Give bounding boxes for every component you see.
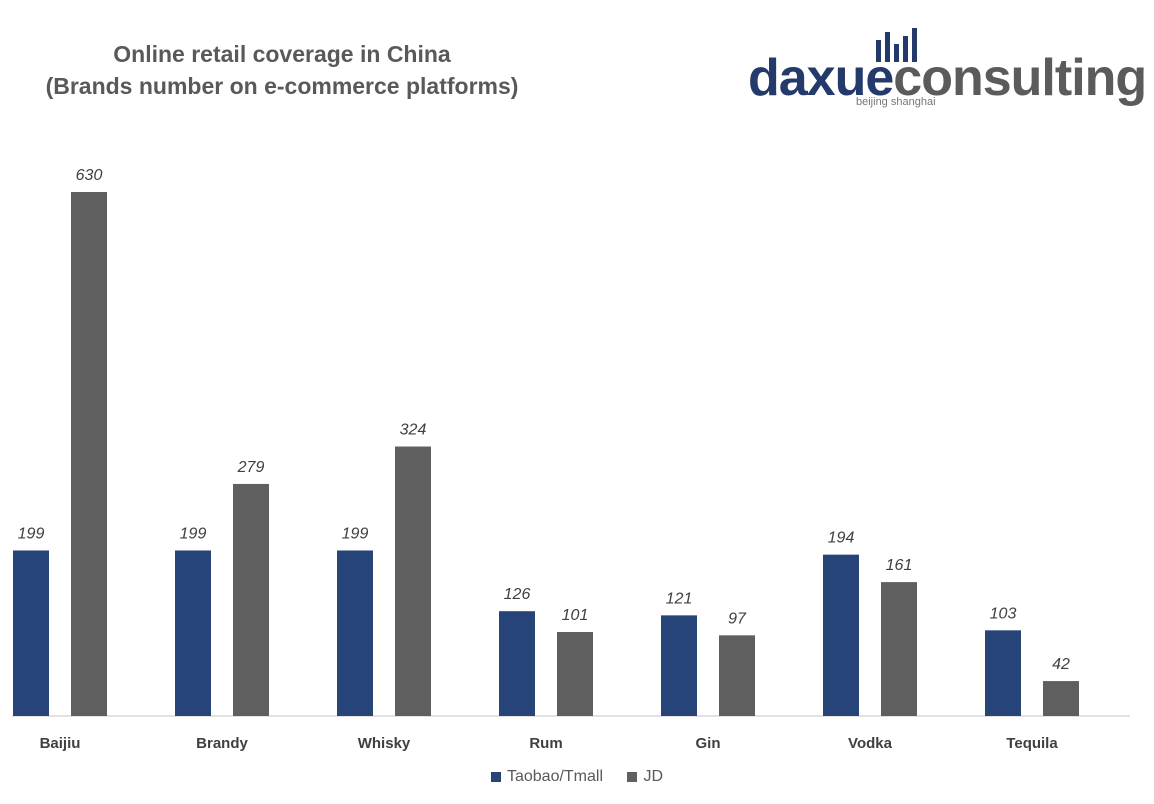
bar-group-whisky: 199 324 bbox=[337, 422, 431, 716]
data-label-jd-whisky: 324 bbox=[400, 422, 427, 439]
bar-jd-tequila bbox=[1043, 681, 1079, 716]
category-label-baijiu: Baijiu bbox=[40, 735, 81, 752]
legend-item-taobao: Taobao/Tmall bbox=[490, 768, 604, 786]
bar-taobao-tequila bbox=[985, 630, 1021, 716]
legend-swatch-jd bbox=[627, 772, 638, 782]
data-label-jd-baijiu: 630 bbox=[76, 167, 103, 184]
bar-jd-baijiu bbox=[71, 192, 107, 716]
data-label-taobao-brandy: 199 bbox=[180, 525, 207, 542]
data-label-jd-brandy: 279 bbox=[237, 459, 265, 476]
chart-title-line1: Online retail coverage in China bbox=[113, 41, 451, 67]
legend-item-jd: JD bbox=[627, 768, 663, 786]
bar-jd-rum bbox=[557, 631, 593, 716]
data-label-taobao-vodka: 194 bbox=[828, 530, 855, 547]
logo-wordmark: daxueconsulting bbox=[748, 49, 1147, 107]
logo-part-daxue: daxue bbox=[748, 49, 894, 107]
bar-jd-whisky bbox=[395, 446, 431, 716]
data-label-taobao-rum: 126 bbox=[504, 586, 531, 603]
data-label-jd-gin: 97 bbox=[728, 610, 747, 627]
bar-taobao-whisky bbox=[337, 550, 373, 716]
legend-label-taobao: Taobao/Tmall bbox=[506, 768, 604, 785]
bar-group-rum: 126 101 bbox=[499, 586, 593, 716]
legend: Taobao/Tmall JD bbox=[0, 768, 1154, 787]
category-label-brandy: Brandy bbox=[196, 735, 248, 752]
bar-jd-gin bbox=[719, 635, 755, 716]
legend-label-jd: JD bbox=[643, 768, 664, 785]
brand-logo: daxueconsulting beijing shanghai bbox=[748, 22, 1148, 112]
chart-title: Online retail coverage in China (Brands … bbox=[22, 38, 542, 102]
bar-taobao-brandy bbox=[175, 550, 211, 716]
bar-taobao-rum bbox=[499, 611, 535, 716]
category-label-gin: Gin bbox=[696, 735, 721, 752]
data-label-taobao-tequila: 103 bbox=[990, 605, 1017, 622]
data-label-taobao-whisky: 199 bbox=[342, 525, 369, 542]
category-label-whisky: Whisky bbox=[358, 735, 411, 752]
data-label-taobao-baijiu: 199 bbox=[18, 525, 45, 542]
data-label-taobao-gin: 121 bbox=[666, 590, 693, 607]
bar-taobao-vodka bbox=[823, 554, 859, 716]
bar-group-gin: 121 97 bbox=[661, 590, 755, 716]
bar-taobao-baijiu bbox=[13, 550, 49, 716]
bar-group-baijiu: 199 630 bbox=[13, 167, 107, 716]
data-label-jd-rum: 101 bbox=[562, 607, 589, 624]
logo-bars-icon bbox=[876, 28, 917, 62]
logo-subtitle: beijing shanghai bbox=[856, 96, 936, 108]
bar-taobao-gin bbox=[661, 615, 697, 716]
data-label-jd-vodka: 161 bbox=[886, 557, 913, 574]
logo-part-consulting: consulting bbox=[893, 49, 1147, 107]
chart-title-line2: (Brands number on e-commerce platforms) bbox=[45, 73, 519, 99]
category-label-tequila: Tequila bbox=[1006, 735, 1058, 752]
bar-jd-vodka bbox=[881, 582, 917, 716]
category-label-vodka: Vodka bbox=[848, 735, 893, 752]
category-label-rum: Rum bbox=[529, 735, 562, 752]
bar-group-tequila: 103 42 bbox=[985, 605, 1079, 716]
legend-swatch-taobao bbox=[490, 772, 501, 782]
bar-group-brandy: 199 279 bbox=[175, 459, 269, 716]
data-label-jd-tequila: 42 bbox=[1052, 656, 1070, 673]
bar-jd-brandy bbox=[233, 483, 269, 716]
bar-group-vodka: 194 161 bbox=[823, 530, 917, 716]
